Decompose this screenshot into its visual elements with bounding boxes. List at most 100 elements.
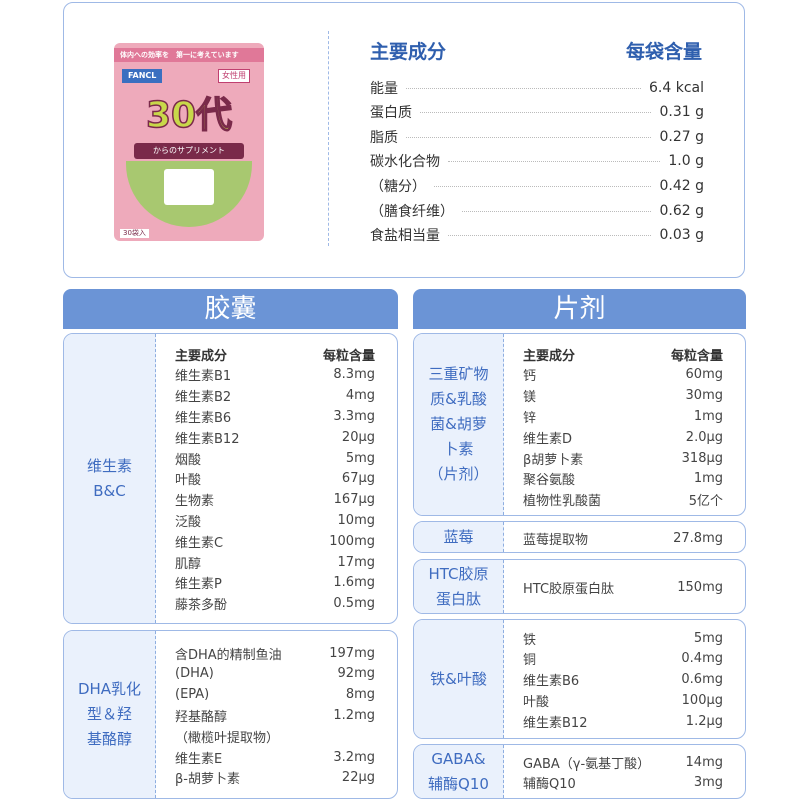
dotted-leader [406, 87, 641, 89]
ingredient-name: 肌醇 [175, 556, 202, 572]
ingredient-name: 辅酶Q10 [523, 777, 576, 793]
ingredient-name: 泛酸 [175, 514, 202, 530]
ingredient-row: 蓝莓提取物 27.8mg [523, 528, 723, 548]
ingredient-name: 蓝莓提取物 [523, 532, 589, 548]
ingredient-value: 92mg [337, 666, 375, 682]
package-pills-card [164, 169, 214, 205]
group-label: 三重矿物 质&乳酸 菌&胡萝 卜素 （片剂） [414, 334, 504, 515]
ingredient-row: GABA（γ-氨基丁酸） 14mg [523, 752, 723, 772]
ingredient-name: 锌 [523, 410, 537, 426]
group-label: 铁&叶酸 [414, 620, 504, 738]
ingredient-row: 辅酶Q10 3mg [523, 773, 723, 793]
nutrient-value: 0.62 g [659, 203, 704, 219]
ingredient-value: 1mg [693, 408, 723, 424]
group-label: DHA乳化 型＆羟 基酪醇 [64, 631, 156, 798]
ingredient-row: 烟酸 5mg [175, 448, 375, 468]
ingredient-name: 聚谷氨酸 [523, 473, 576, 489]
ingredient-row: 泛酸 10mg [175, 510, 375, 530]
ingredient-name: 叶酸 [523, 694, 550, 710]
ingredient-value: 5mg [345, 450, 375, 466]
ingredient-name: (EPA) [175, 687, 210, 703]
ingredient-value: 22μg [341, 770, 375, 786]
nutrient-value: 0.03 g [659, 227, 704, 243]
ingredient-box: 三重矿物 质&乳酸 菌&胡萝 卜素 （片剂） 主要成分 每粒含量钙 60mg 镁 30mg… [413, 333, 746, 516]
group-label: 蓝莓 [414, 522, 504, 552]
ingredient-box: 铁&叶酸 铁 5mg 铜 0.4mg 维生素B6 0.6mg 叶酸 100μg 维生素B12 1.2… [413, 619, 746, 739]
table-header: 主要成分 每粒含量 [523, 344, 723, 364]
summary-header-value: 每袋含量 [625, 41, 702, 63]
ingredient-name: （橄榄叶提取物） [175, 730, 280, 746]
nutrient-name: 食盐相当量 [370, 228, 440, 244]
ingredient-row: 植物性乳酸菌 5亿个 [523, 490, 723, 510]
ingredient-name: 含DHA的精制鱼油 [175, 647, 282, 663]
ingredient-name: β胡萝卜素 [523, 452, 584, 468]
product-package-image: 体内への効率を 第一に考えています FANCL 女性用 30代 からのサプリメン… [114, 43, 264, 241]
ingredient-row: 维生素B1 8.3mg [175, 365, 375, 385]
ingredient-row: β胡萝卜素 318μg [523, 448, 723, 468]
ingredient-value: 10mg [337, 512, 375, 528]
ingredient-value: 100μg [681, 692, 723, 708]
dotted-leader [420, 111, 652, 113]
ingredient-row: 钙 60mg [523, 365, 723, 385]
ingredient-value: 150mg [677, 579, 723, 595]
nutrient-name: （膳食纤维） [370, 204, 454, 220]
summary-panel: 体内への効率を 第一に考えています FANCL 女性用 30代 からのサプリメン… [63, 2, 745, 278]
ingredient-name: GABA（γ-氨基丁酸） [523, 756, 651, 772]
ingredient-name: (DHA) [175, 666, 214, 682]
summary-row: 脂质 0.27 g [370, 126, 704, 148]
summary-row: （糖分） 0.42 g [370, 175, 704, 197]
ingredient-value: 20μg [341, 429, 375, 445]
package-badge: 女性用 [218, 69, 250, 83]
ingredient-value: 100mg [329, 533, 375, 549]
ingredient-name: 维生素B2 [175, 390, 232, 406]
ingredient-name: 藤茶多酚 [175, 598, 228, 614]
ingredient-value: 167μg [333, 492, 375, 508]
package-age-title: 30代 [145, 94, 233, 137]
ingredient-value: 1.2mg [333, 707, 375, 723]
ingredient-value: 2.0μg [685, 429, 723, 445]
ingredient-name: 镁 [523, 390, 537, 406]
ingredient-name: 维生素C [175, 535, 224, 551]
ingredient-row: (DHA) 92mg [175, 664, 375, 684]
ingredient-row: 叶酸 67μg [175, 469, 375, 489]
ingredient-name: β-胡萝卜素 [175, 772, 240, 788]
group-label: GABA& 辅酶Q10 [414, 745, 504, 798]
ingredient-name: 植物性乳酸菌 [523, 494, 602, 510]
ingredient-value: 67μg [341, 471, 375, 487]
ingredient-row: 锌 1mg [523, 406, 723, 426]
ingredient-value: 60mg [685, 367, 723, 383]
ingredient-name: 钙 [523, 369, 537, 385]
ingredient-name: 维生素B6 [175, 410, 232, 426]
package-subtitle: からのサプリメント [134, 143, 244, 159]
ingredient-row: 维生素B6 0.6mg [523, 670, 723, 690]
ingredient-name: 维生素E [175, 751, 223, 767]
ingredient-row: 维生素B12 20μg [175, 427, 375, 447]
nutrient-value: 1.0 g [668, 153, 704, 169]
ingredient-row: 镁 30mg [523, 386, 723, 406]
summary-row: 蛋白质 0.31 g [370, 101, 704, 123]
package-count: 30袋入 [120, 229, 149, 238]
summary-row: （膳食纤维） 0.62 g [370, 200, 704, 222]
nutrient-name: 脂质 [370, 130, 398, 146]
ingredient-name: HTC胶原蛋白肽 [523, 581, 615, 597]
ingredient-row: 维生素B6 3.3mg [175, 406, 375, 426]
dotted-leader [448, 160, 661, 162]
ingredient-box: DHA乳化 型＆羟 基酪醇 含DHA的精制鱼油 197mg (DHA) 92mg (EPA… [63, 630, 398, 799]
dotted-leader [448, 234, 652, 236]
ingredient-value: 每粒含量 [322, 348, 375, 364]
ingredient-value: 每粒含量 [670, 348, 723, 364]
ingredient-name: 生物素 [175, 494, 215, 510]
group-label: HTC胶原 蛋白肽 [414, 560, 504, 613]
ingredient-value: 0.4mg [681, 651, 723, 667]
ingredient-value: 3mg [693, 775, 723, 791]
ingredient-value: 4mg [345, 388, 375, 404]
ingredient-row: β-胡萝卜素 22μg [175, 768, 375, 788]
dotted-leader [406, 136, 652, 138]
ingredient-row: HTC胶原蛋白肽 150mg [523, 577, 723, 597]
ingredient-value: 14mg [685, 754, 723, 770]
ingredient-row: 生物素 167μg [175, 490, 375, 510]
ingredient-value: 3.2mg [333, 749, 375, 765]
nutrient-name: 蛋白质 [370, 105, 412, 121]
ingredient-row: 羟基酪醇 1.2mg [175, 705, 375, 725]
divider [328, 31, 329, 246]
